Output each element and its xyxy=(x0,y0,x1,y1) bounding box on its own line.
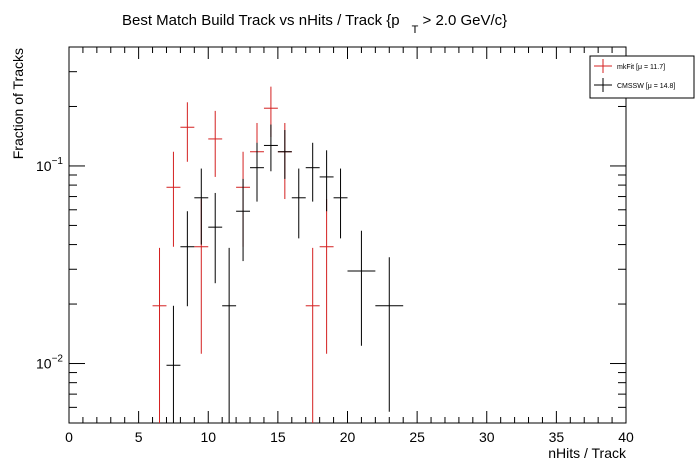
x-tick-label: 25 xyxy=(409,429,425,445)
y-tick-label-base: 10 xyxy=(36,356,52,372)
y-tick-label-exponent: −1 xyxy=(52,156,64,167)
x-tick-labels: 0 5 10 15 20 25 30 35 40 xyxy=(65,429,634,445)
y-tick-label-base: 10 xyxy=(36,158,52,174)
chart-title-tail: > 2.0 GeV/c} xyxy=(418,12,507,29)
x-tick-label: 30 xyxy=(479,429,495,445)
x-tick-label: 35 xyxy=(549,429,565,445)
x-tick-label: 5 xyxy=(135,429,143,445)
y-tick-label-exponent: −2 xyxy=(52,354,64,365)
series-cmssw xyxy=(166,124,404,423)
x-tick-label: 0 xyxy=(65,429,73,445)
chart-title-main: Best Match Build Track vs nHits / Track … xyxy=(122,12,400,29)
y-tick-label: 10−2 xyxy=(36,354,63,372)
x-axis-label: nHits / Track xyxy=(548,445,627,461)
legend-box xyxy=(589,55,695,99)
series-layer xyxy=(152,86,404,423)
y-tick-label: 10−1 xyxy=(36,156,63,174)
legend-entry-cmssw: CMSSW [μ = 14.8] xyxy=(594,78,675,92)
legend-label-mkfit: mkFit [μ = 11.7] xyxy=(617,64,665,71)
y-axis-label: Fraction of Tracks xyxy=(10,48,26,159)
x-tick-label: 15 xyxy=(270,429,286,445)
chart-title: Best Match Build Track vs nHits / Track … xyxy=(122,12,507,36)
legend-label-cmssw: CMSSW [μ = 14.8] xyxy=(617,83,675,90)
chart-title-subscript: T xyxy=(412,24,419,36)
y-tick-labels: 10−210−1 xyxy=(36,156,63,372)
x-tick-label: 10 xyxy=(200,429,216,445)
x-tick-label: 20 xyxy=(340,429,356,445)
legend: mkFit [μ = 11.7] CMSSW [μ = 14.8] xyxy=(589,55,695,99)
series-mkfit xyxy=(152,86,334,423)
legend-entry-mkfit: mkFit [μ = 11.7] xyxy=(594,59,665,73)
axes-ticks xyxy=(68,46,627,424)
plot-frame xyxy=(68,46,627,424)
x-tick-label: 40 xyxy=(618,429,634,445)
